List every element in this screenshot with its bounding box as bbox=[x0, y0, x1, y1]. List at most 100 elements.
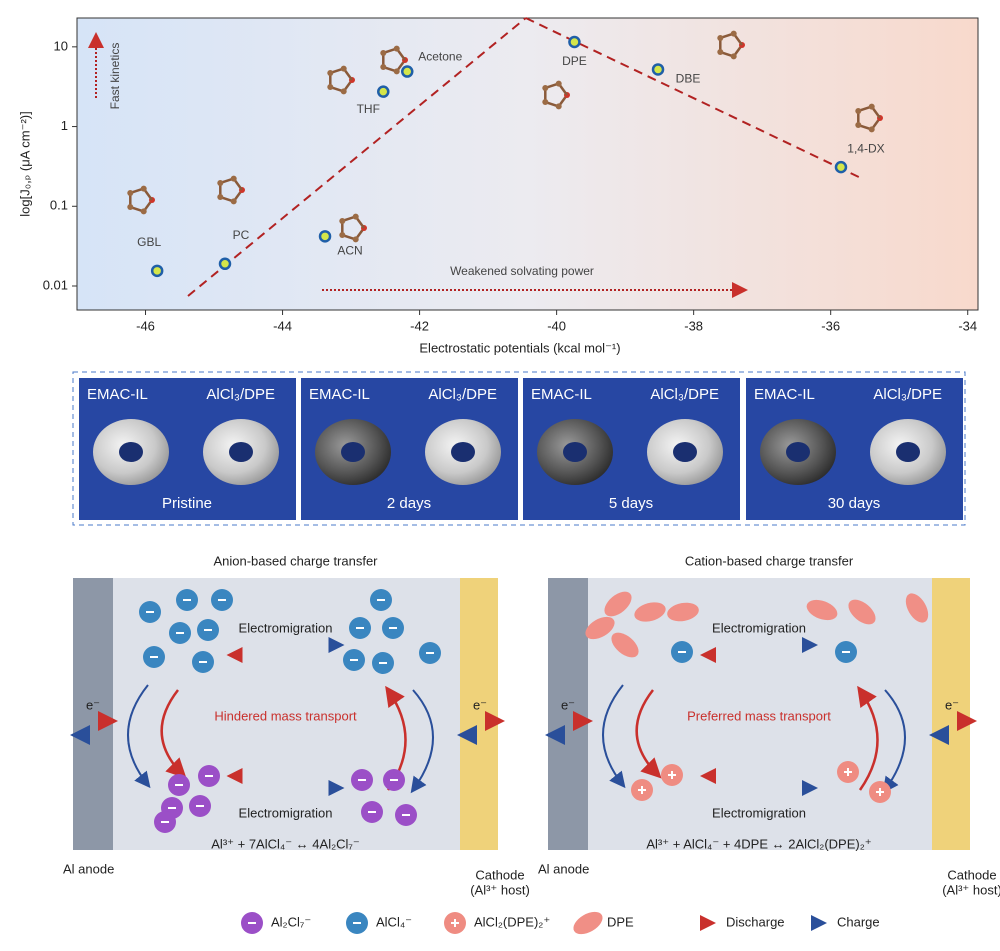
point-label: THF bbox=[357, 102, 380, 116]
washer-hole bbox=[341, 442, 365, 462]
y-axis-label: log[J₀,ₚ (μA cm⁻²)] bbox=[17, 111, 32, 217]
cathode-label: Cathode bbox=[475, 867, 524, 882]
atom bbox=[393, 68, 400, 75]
anode-label: Al anode bbox=[63, 861, 114, 876]
cathode-label: Cathode bbox=[947, 867, 996, 882]
molecule bbox=[542, 80, 570, 110]
x-axis-label: Electrostatic potentials (kcal mol⁻¹) bbox=[419, 340, 620, 355]
transport-label: Electromigration bbox=[239, 620, 333, 635]
center-label: Preferred mass transport bbox=[687, 708, 831, 723]
atom bbox=[380, 49, 387, 56]
anode-label: Al anode bbox=[538, 861, 589, 876]
y-tick-label: 1 bbox=[61, 118, 68, 133]
molecule bbox=[327, 65, 355, 95]
x-tick-label: -40 bbox=[547, 318, 566, 333]
dpe-molecule bbox=[604, 591, 632, 617]
electron-label: e⁻ bbox=[473, 697, 487, 712]
cathode-label: (Al³⁺ host) bbox=[942, 882, 1000, 897]
atom bbox=[327, 69, 334, 76]
legend-label: Discharge bbox=[726, 914, 785, 929]
charge-arrow bbox=[882, 689, 906, 794]
charge-arrow bbox=[410, 689, 434, 794]
data-point bbox=[651, 63, 665, 76]
x-tick-label: -38 bbox=[684, 318, 703, 333]
atom bbox=[855, 107, 862, 114]
cathode bbox=[460, 578, 498, 850]
anode bbox=[548, 578, 588, 850]
molecule bbox=[855, 103, 883, 133]
annotation: Fast kinetics bbox=[108, 43, 122, 110]
diagram-title: Cation-based charge transfer bbox=[685, 553, 854, 568]
photo-caption: 30 days bbox=[828, 495, 881, 512]
photo-frame bbox=[72, 371, 966, 526]
atom bbox=[380, 64, 387, 71]
legend-label: AlCl₂(DPE)₂⁺ bbox=[474, 914, 550, 929]
dpe-molecule bbox=[585, 616, 615, 640]
discharge-arrow bbox=[857, 685, 879, 791]
annotation: Weakened solvating power bbox=[450, 264, 594, 278]
cathode bbox=[932, 578, 970, 850]
transport-label: Electromigration bbox=[712, 805, 806, 820]
atom bbox=[339, 232, 346, 239]
center-label: Hindered mass transport bbox=[214, 708, 357, 723]
legend-label: DPE bbox=[607, 914, 634, 929]
atom bbox=[127, 189, 134, 196]
electron-label: e⁻ bbox=[945, 697, 959, 712]
discharge-arrow bbox=[160, 689, 187, 779]
atom bbox=[868, 103, 875, 110]
dpe-molecule bbox=[634, 602, 666, 622]
data-point bbox=[218, 257, 232, 271]
photos: EMAC-IL AlCl₃/DPE Pristine EMAC-IL AlCl₃/DPE… bbox=[79, 378, 963, 520]
atom bbox=[140, 185, 147, 192]
legend-label: AlCl₄⁻ bbox=[376, 914, 412, 929]
point-label: PC bbox=[233, 228, 250, 242]
atom bbox=[217, 194, 224, 201]
electron-label: e⁻ bbox=[561, 697, 575, 712]
molecule bbox=[127, 185, 155, 215]
electrolyte bbox=[73, 578, 498, 850]
x-tick-label: -46 bbox=[136, 318, 155, 333]
atom bbox=[868, 126, 875, 133]
data-point bbox=[568, 35, 581, 49]
legend-swatch bbox=[573, 911, 603, 935]
equation: Al³⁺ + AlCl₄⁻ + 4DPE ↔ 2AlCl₂(DPE)₂⁺ bbox=[646, 836, 871, 851]
y-tick-label: 0.1 bbox=[50, 198, 68, 213]
trend-line bbox=[525, 17, 864, 180]
photo-caption: 2 days bbox=[387, 495, 431, 512]
molecule bbox=[339, 213, 367, 243]
photo-label: EMAC-IL bbox=[87, 386, 148, 403]
charge-arrow bbox=[602, 684, 626, 789]
diagram-title: Anion-based charge transfer bbox=[213, 553, 378, 568]
atom bbox=[542, 99, 549, 106]
diagrams: Anion-based charge transfer Electromigrat… bbox=[63, 553, 1000, 935]
atom bbox=[127, 204, 134, 211]
x-tick-label: -44 bbox=[273, 318, 292, 333]
atom bbox=[542, 84, 549, 91]
x-tick-label: -42 bbox=[410, 318, 429, 333]
equation: Al³⁺ + 7AlCl₄⁻ ↔ 4Al₂Cl₇⁻ bbox=[211, 836, 359, 851]
cathode-label: (Al³⁺ host) bbox=[470, 882, 530, 897]
atom bbox=[730, 30, 737, 37]
washer-hole bbox=[673, 442, 697, 462]
atom bbox=[339, 217, 346, 224]
discharge-arrow bbox=[635, 689, 662, 779]
point-label: DBE bbox=[676, 72, 701, 86]
photo-label: EMAC-IL bbox=[309, 386, 370, 403]
washer-hole bbox=[119, 442, 143, 462]
point-label: GBL bbox=[137, 235, 161, 249]
atom bbox=[230, 198, 237, 205]
point-label: DPE bbox=[562, 54, 587, 68]
legend-label: Charge bbox=[837, 914, 880, 929]
dpe-molecule bbox=[611, 632, 639, 658]
atom bbox=[555, 80, 562, 87]
transport-label: Electromigration bbox=[239, 805, 333, 820]
transport-label: Electromigration bbox=[712, 620, 806, 635]
photo-label: EMAC-IL bbox=[531, 386, 592, 403]
atom bbox=[730, 53, 737, 60]
data-point bbox=[377, 85, 390, 98]
washer-hole bbox=[229, 442, 253, 462]
dpe-molecule bbox=[905, 593, 929, 623]
point-label: ACN bbox=[337, 243, 362, 257]
